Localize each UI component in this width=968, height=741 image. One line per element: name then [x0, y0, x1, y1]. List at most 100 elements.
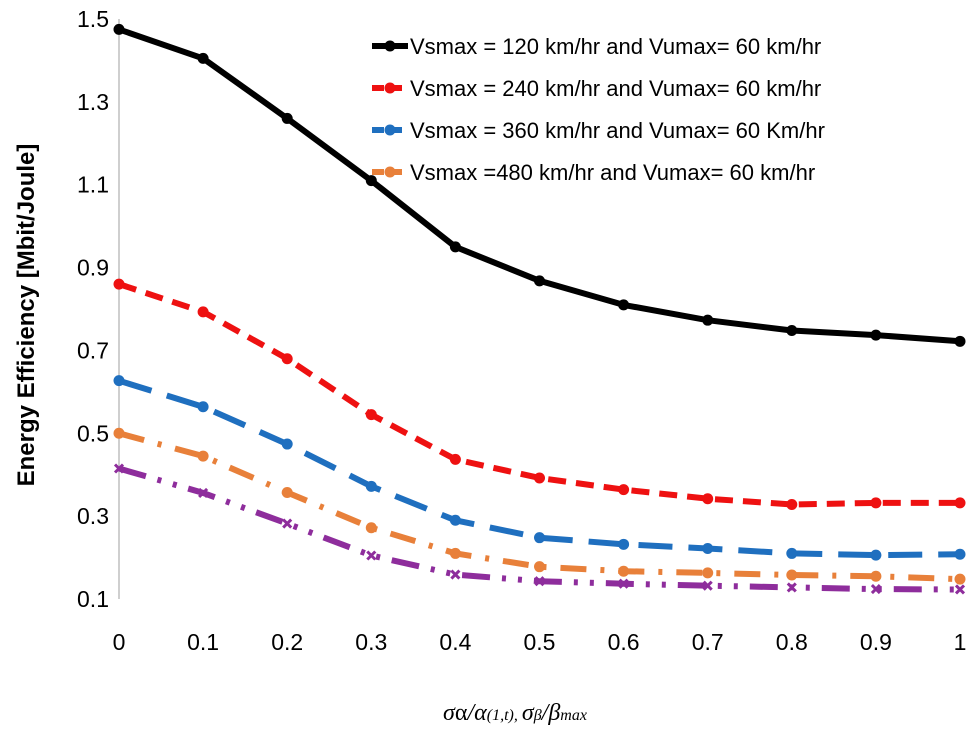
y-tick-label: 0.5 — [77, 420, 109, 446]
legend-item: Vsmax = 120 km/hr and Vumax= 60 km/hr — [372, 34, 821, 59]
series-5 — [113, 463, 966, 595]
data-point — [870, 583, 881, 595]
legend-label: Vsmax =480 km/hr and Vumax= 60 km/hr — [410, 160, 815, 185]
x-tick-label: 0.7 — [692, 629, 724, 655]
data-point — [954, 335, 966, 347]
data-point — [618, 578, 629, 589]
series-line — [118, 281, 960, 508]
data-point — [281, 353, 293, 365]
legend-marker — [384, 82, 396, 94]
x-axis-label: σα/α(1,t), σβ/βmax — [443, 700, 587, 726]
data-point — [786, 582, 797, 593]
x-tick-label: 0 — [113, 629, 126, 655]
data-point — [113, 375, 125, 387]
data-point — [954, 497, 966, 509]
data-point — [618, 299, 630, 311]
data-point — [197, 401, 209, 413]
data-point — [870, 497, 882, 509]
x-tick-label: 0.3 — [355, 629, 387, 655]
data-point — [365, 175, 377, 187]
data-point — [365, 480, 377, 492]
y-tick-label: 0.9 — [77, 255, 109, 281]
data-point — [702, 314, 714, 326]
data-point — [449, 241, 461, 253]
data-point — [534, 472, 545, 484]
data-point — [198, 487, 209, 499]
x-tick-label: 0.4 — [439, 629, 471, 655]
x-tick-label: 1 — [954, 629, 967, 655]
data-point — [449, 547, 461, 559]
data-point — [702, 542, 714, 554]
data-point — [365, 409, 377, 421]
legend-marker — [384, 166, 396, 178]
x-axis-ticks: 0 0.1 0.2 0.3 0.4 0.5 0.6 0.7 0.8 0.9 1 — [113, 629, 967, 655]
data-point — [870, 570, 882, 582]
series-3 — [113, 375, 966, 561]
data-point — [281, 487, 293, 499]
legend-label: Vsmax = 360 km/hr and Vumax= 60 Km/hr — [410, 118, 825, 143]
data-point — [281, 112, 293, 124]
data-point — [702, 493, 714, 505]
data-point — [786, 569, 798, 581]
x-tick-label: 0.9 — [860, 629, 892, 655]
legend-item: Vsmax = 240 km/hr and Vumax= 60 km/hr — [372, 76, 821, 101]
data-point — [282, 518, 293, 529]
data-point — [786, 499, 798, 511]
data-point — [366, 550, 377, 561]
data-point — [113, 427, 125, 439]
data-point — [197, 306, 209, 318]
data-point — [113, 23, 125, 35]
x-tick-label: 0.5 — [524, 629, 556, 655]
data-point — [786, 325, 798, 337]
legend-item: Vsmax = 360 km/hr and Vumax= 60 Km/hr — [372, 118, 825, 143]
legend-marker — [384, 124, 396, 136]
data-point — [113, 278, 125, 290]
data-point — [618, 484, 630, 496]
legend-label: Vsmax = 240 km/hr and Vumax= 60 km/hr — [410, 76, 821, 101]
legend-marker — [384, 40, 396, 52]
data-point — [786, 547, 798, 559]
x-tick-label: 0.6 — [608, 629, 640, 655]
data-point — [534, 561, 545, 573]
y-tick-label: 0.3 — [77, 503, 109, 529]
series-line — [118, 377, 961, 559]
data-point — [618, 538, 630, 550]
series-1 — [113, 23, 966, 347]
y-tick-label: 0.7 — [77, 337, 109, 363]
data-point — [113, 463, 125, 474]
x-tick-label: 0.2 — [271, 629, 303, 655]
data-point — [450, 569, 461, 580]
data-point — [702, 567, 714, 579]
data-point — [870, 329, 882, 341]
series-4 — [113, 427, 966, 585]
data-point — [197, 52, 209, 64]
data-point — [365, 522, 377, 534]
y-axis-label: Energy Efficiency [Mbit/Joule] — [13, 144, 40, 487]
data-point — [449, 453, 461, 465]
x-tick-label: 0.8 — [776, 629, 808, 655]
data-point — [534, 532, 545, 544]
data-point — [954, 573, 966, 585]
data-point — [870, 549, 882, 561]
data-point — [534, 275, 545, 287]
legend-item: Vsmax =480 km/hr and Vumax= 60 km/hr — [372, 160, 815, 185]
legend-label: Vsmax = 120 km/hr and Vumax= 60 km/hr — [410, 34, 821, 59]
y-tick-label: 0.1 — [77, 586, 109, 612]
y-tick-label: 1.3 — [77, 89, 109, 115]
data-point — [954, 584, 966, 595]
legend: Vsmax = 120 km/hr and Vumax= 60 km/hr Vsm… — [372, 34, 825, 185]
data-point — [702, 580, 713, 591]
y-tick-label: 1.5 — [77, 6, 109, 32]
data-point — [197, 450, 209, 462]
data-point — [618, 565, 630, 577]
data-point — [534, 576, 545, 587]
series-2 — [113, 278, 966, 511]
x-tick-label: 0.1 — [187, 629, 219, 655]
plot-series — [113, 23, 966, 595]
y-tick-label: 1.1 — [77, 172, 109, 198]
data-point — [281, 438, 293, 450]
y-axis-ticks: 0.1 0.3 0.5 0.7 0.9 1.1 1.3 1.5 — [77, 6, 109, 612]
data-point — [449, 514, 461, 526]
data-point — [954, 548, 966, 560]
